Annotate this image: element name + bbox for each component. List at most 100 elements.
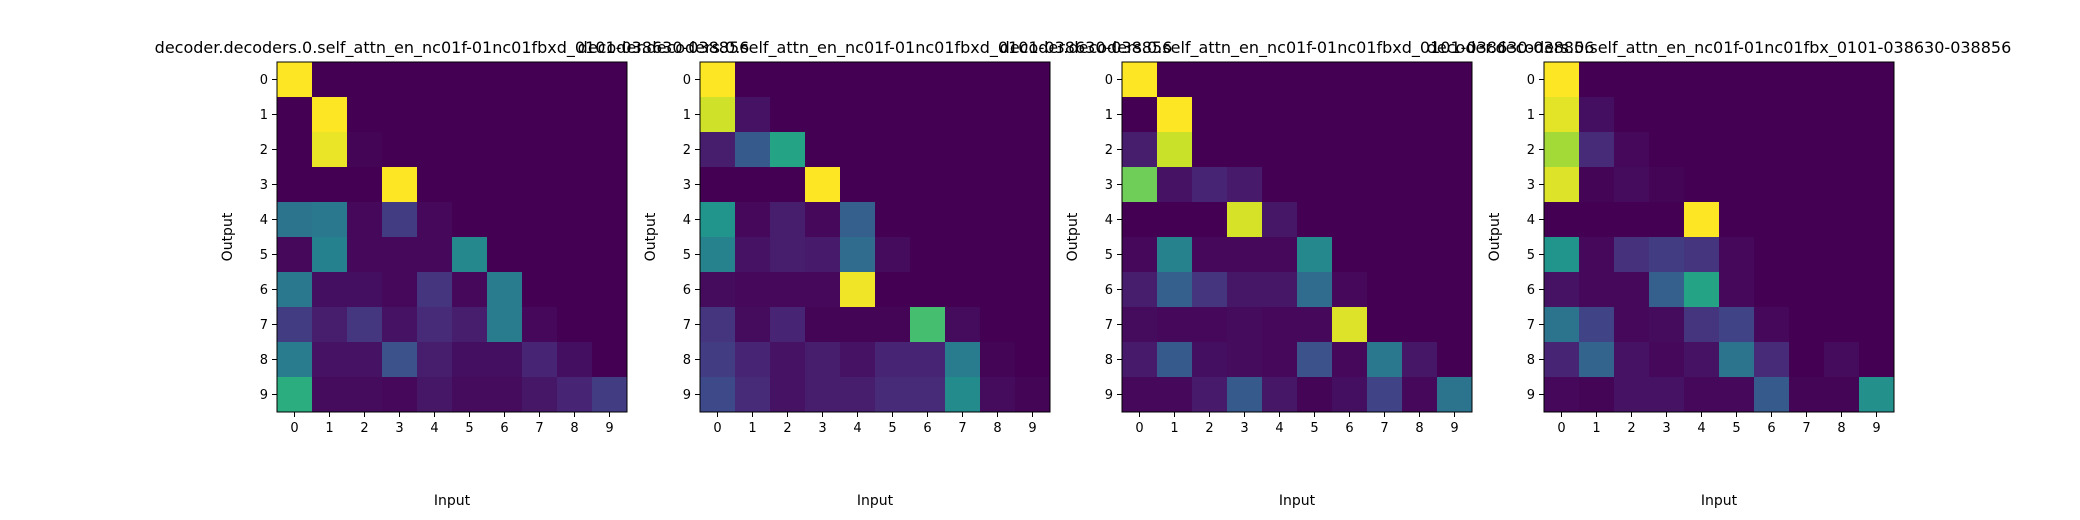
heatmap-cell	[592, 237, 628, 273]
x-tick-label: 0	[1557, 421, 1565, 436]
heatmap-cell	[840, 307, 876, 343]
heatmap-cell	[980, 377, 1016, 413]
heatmap-cell	[875, 97, 911, 133]
x-tick-label: 5	[888, 421, 896, 436]
heatmap-cell	[1192, 272, 1228, 308]
heatmap-cell	[1192, 237, 1228, 273]
x-tick-label: 5	[1732, 421, 1740, 436]
y-axis-label: Output	[643, 212, 659, 261]
heatmap-cell	[557, 237, 593, 273]
heatmap-cell	[1684, 167, 1720, 203]
y-tick-label: 8	[683, 353, 691, 368]
heatmap-cell	[452, 272, 488, 308]
heatmap-cell	[1754, 167, 1790, 203]
heatmap-cell	[1437, 97, 1473, 133]
heatmap-cell	[1192, 307, 1228, 343]
heatmap-cell	[522, 97, 558, 133]
heatmap-cell	[1157, 97, 1193, 133]
heatmap-cell	[1262, 377, 1298, 413]
heatmap-cell	[312, 132, 348, 168]
heatmap-cell	[522, 167, 558, 203]
heatmap-cell	[1544, 62, 1580, 98]
heatmap-cell	[805, 342, 841, 378]
heatmap-cell	[1015, 377, 1051, 413]
heatmap-cell	[1754, 307, 1790, 343]
heatmap-cell	[805, 132, 841, 168]
x-tick-label: 0	[1135, 421, 1143, 436]
heatmap-cell	[1015, 307, 1051, 343]
heatmap-cell	[735, 97, 771, 133]
heatmap-cell	[735, 272, 771, 308]
heatmap-cell	[1437, 342, 1473, 378]
x-axis-label: Input	[857, 493, 894, 509]
heatmap-cell	[1227, 272, 1263, 308]
heatmap-cell	[487, 97, 523, 133]
heatmap-panel-4: decoder.decoders.0.self_attn_en_nc01f-01…	[1427, 38, 2012, 509]
heatmap-cell	[1824, 377, 1860, 413]
heatmap-cell	[522, 377, 558, 413]
heatmap-cell	[1367, 202, 1403, 238]
heatmap-cell	[1649, 202, 1685, 238]
heatmap-cell	[1262, 62, 1298, 98]
y-tick-label: 0	[1527, 73, 1535, 88]
heatmap-cell	[347, 202, 383, 238]
heatmap-cell	[312, 167, 348, 203]
heatmap-cell	[1157, 342, 1193, 378]
heatmap-cell	[910, 377, 946, 413]
heatmap-cell	[592, 97, 628, 133]
heatmap-cell	[945, 377, 981, 413]
heatmap-cell	[1015, 237, 1051, 273]
heatmap-cell	[417, 237, 453, 273]
y-tick-label: 5	[1527, 248, 1535, 263]
heatmap-cell	[735, 342, 771, 378]
heatmap-cell	[557, 132, 593, 168]
heatmap-cell	[1649, 342, 1685, 378]
heatmap-cell	[592, 167, 628, 203]
x-tick-label: 0	[713, 421, 721, 436]
heatmap-cell	[1402, 377, 1438, 413]
heatmap-cell	[770, 307, 806, 343]
heatmap-cell	[277, 167, 313, 203]
heatmap-cell	[1614, 377, 1650, 413]
heatmap-cell	[1684, 342, 1720, 378]
heatmap-cell	[735, 132, 771, 168]
heatmap-cell	[1402, 237, 1438, 273]
heatmap-cell	[945, 97, 981, 133]
heatmap-cell	[1332, 132, 1368, 168]
heatmap-cell	[557, 272, 593, 308]
x-tick-label: 4	[853, 421, 861, 436]
heatmap-cell	[875, 202, 911, 238]
heatmap-cell	[1015, 97, 1051, 133]
heatmap-cell	[557, 342, 593, 378]
panel-title: decoder.decoders.0.self_attn_en_nc01f-01…	[155, 38, 750, 58]
heatmap-cell	[910, 307, 946, 343]
heatmap-cell	[770, 237, 806, 273]
heatmap-cell	[1297, 272, 1333, 308]
heatmap-cell	[1015, 167, 1051, 203]
y-tick-label: 9	[683, 388, 691, 403]
heatmap-cell	[1614, 62, 1650, 98]
y-tick-label: 9	[1105, 388, 1113, 403]
y-tick-label: 5	[260, 248, 268, 263]
heatmap-cell	[945, 237, 981, 273]
heatmap-cell	[1157, 307, 1193, 343]
heatmap-cell	[1157, 167, 1193, 203]
heatmap-cell	[1262, 272, 1298, 308]
heatmap-cell	[980, 342, 1016, 378]
heatmap-cell	[1859, 132, 1895, 168]
heatmap-cell	[1859, 272, 1895, 308]
heatmap-cell	[1754, 377, 1790, 413]
heatmap-cell	[875, 342, 911, 378]
heatmap-cell	[1579, 62, 1615, 98]
heatmap-cell	[522, 62, 558, 98]
heatmap-cell	[487, 62, 523, 98]
heatmap-cell	[1789, 272, 1825, 308]
heatmap-cell	[1367, 377, 1403, 413]
y-tick-label: 2	[683, 143, 691, 158]
heatmap-cell	[1332, 377, 1368, 413]
heatmap-cell	[1789, 307, 1825, 343]
heatmap-cell	[770, 377, 806, 413]
heatmap-cell	[1719, 97, 1755, 133]
heatmap-cell	[592, 272, 628, 308]
heatmap-cell	[1437, 272, 1473, 308]
